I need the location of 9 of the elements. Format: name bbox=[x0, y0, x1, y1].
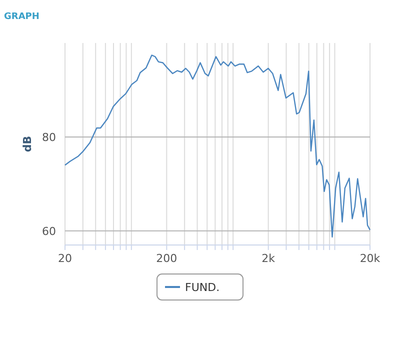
y-tick-label: 80 bbox=[42, 130, 56, 144]
x-tick-label: 20k bbox=[360, 252, 381, 265]
y-axis-title: dB bbox=[21, 136, 34, 152]
legend-label: FUND. bbox=[185, 281, 220, 294]
x-tick-label: 200 bbox=[156, 252, 178, 265]
chart-title: GRAPH bbox=[4, 12, 40, 22]
x-tick-label: 20 bbox=[58, 252, 72, 265]
x-tick-label: 2k bbox=[262, 252, 276, 265]
y-tick-label: 60 bbox=[42, 224, 56, 238]
